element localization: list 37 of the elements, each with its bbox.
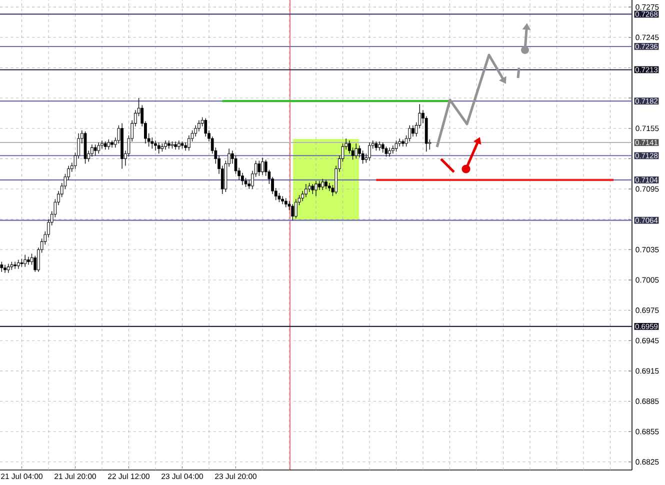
candlestick [321,178,324,190]
candlestick [318,180,321,190]
candlestick [291,204,294,221]
candlestick [388,147,392,157]
candlestick [281,196,284,204]
candlestick [294,198,298,219]
candlestick [6,263,10,274]
candlestick [394,140,398,152]
candlestick [164,140,167,150]
candlestick [384,146,388,157]
candlestick [150,137,154,149]
candlestick [258,160,261,176]
candlestick [4,264,6,274]
candlestick [378,141,381,151]
candlestick [174,141,177,150]
candlestick [304,184,308,198]
candlestick [177,140,180,150]
candlestick [24,254,27,268]
candlestick [324,180,328,190]
candlestick [412,124,414,137]
candlestick [97,142,100,154]
candlestick [374,141,378,151]
candlestick [16,259,20,270]
candlestick [0,261,4,272]
candlestick [311,184,314,194]
candlestick [284,198,288,208]
candlestick [261,157,264,176]
candlestick [368,142,371,162]
candlestick [14,261,16,270]
candlestick [26,256,30,266]
candlestick [107,139,110,150]
candlestick [154,140,157,151]
candlestick [157,142,160,154]
candlestick [381,142,384,153]
candlestick [94,144,97,156]
candlestick [354,143,358,160]
candlestick [314,180,318,196]
